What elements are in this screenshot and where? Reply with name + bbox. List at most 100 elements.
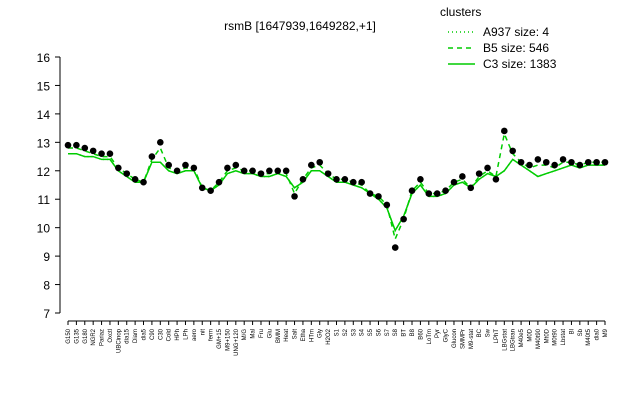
- cluster-line: [68, 152, 605, 233]
- legend-label: A937 size: 4: [483, 25, 549, 39]
- x-tick-label: dia5: [142, 328, 148, 340]
- x-tick-label: UNG+120: [234, 328, 240, 356]
- x-tick-label: C30: [158, 328, 164, 340]
- x-tick-label: M40e5: [519, 328, 525, 347]
- data-point: [198, 184, 206, 192]
- data-point: [425, 190, 433, 197]
- data-point: [450, 178, 458, 186]
- x-tick-label: Mal: [251, 329, 257, 339]
- x-tick-label: G135: [74, 328, 80, 343]
- data-point: [249, 167, 256, 175]
- data-point: [433, 190, 441, 197]
- data-point: [475, 170, 483, 177]
- data-point: [266, 167, 273, 175]
- data-point: [492, 176, 500, 183]
- data-point: [148, 153, 156, 160]
- data-point: [601, 158, 609, 166]
- x-tick-label: M9: [603, 328, 609, 337]
- x-tick-label: Sw: [486, 328, 492, 337]
- data-point: [551, 161, 558, 169]
- x-tick-label: M0D: [527, 328, 533, 341]
- data-point: [274, 167, 282, 175]
- data-point: [417, 176, 424, 183]
- data-point: [81, 144, 89, 152]
- data-point: [115, 164, 122, 172]
- x-tick-label: aero: [192, 328, 198, 341]
- x-tick-label: M40t90: [536, 328, 542, 349]
- x-tick-label: Glucon: [452, 329, 458, 348]
- data-point: [190, 164, 198, 172]
- x-tick-label: M9-stat: [469, 329, 475, 349]
- y-tick-label: 8: [43, 279, 50, 293]
- data-point: [316, 158, 324, 166]
- data-point: [106, 150, 114, 158]
- data-point: [517, 158, 525, 166]
- data-point: [224, 164, 231, 172]
- y-tick-label: 11: [38, 193, 51, 207]
- x-tick-label: Gly: [318, 329, 324, 338]
- y-tick-label: 7: [43, 307, 50, 321]
- data-point: [98, 150, 105, 158]
- x-tick-label: Fru: [259, 329, 265, 338]
- data-point: [467, 184, 475, 192]
- x-tick-label: S6: [376, 328, 382, 336]
- data-point: [140, 178, 147, 186]
- x-tick-label: Lbstat: [561, 329, 567, 346]
- x-tick-label: S7: [385, 328, 391, 336]
- data-point: [291, 193, 298, 200]
- data-point: [232, 161, 240, 169]
- x-tick-label: HTm: [309, 329, 315, 342]
- data-point: [542, 158, 550, 166]
- data-point: [207, 187, 214, 194]
- data-point: [375, 193, 382, 200]
- data-point: [64, 141, 72, 149]
- x-tick-label: NGR2: [91, 328, 97, 345]
- x-tick-label: UBCinop: [116, 328, 122, 353]
- x-tick-label: LoTm: [427, 329, 433, 344]
- x-tick-label: Pyr: [435, 329, 441, 338]
- data-point: [593, 158, 600, 166]
- cluster-line: [68, 152, 605, 233]
- x-tick-label: S3: [351, 328, 357, 336]
- x-tick-label: Oxctl: [108, 329, 114, 343]
- x-tick-label: S5: [368, 328, 374, 336]
- data-point: [358, 178, 365, 186]
- x-tick-label: G180: [83, 328, 89, 343]
- data-point: [509, 147, 517, 155]
- x-tick-label: S4: [360, 328, 366, 336]
- chart-title: rsmB [1647939,1649282,+1]: [224, 19, 376, 33]
- x-tick-label: ferm: [209, 329, 215, 341]
- x-tick-label: GM+15: [217, 328, 223, 349]
- y-tick-label: 13: [37, 136, 51, 150]
- data-point: [341, 176, 349, 183]
- data-point: [501, 127, 508, 135]
- x-tick-label: Etha: [301, 328, 307, 341]
- data-point: [568, 158, 575, 166]
- x-tick-label: BT: [402, 329, 408, 337]
- data-point: [559, 156, 567, 163]
- x-tick-label: nit: [200, 329, 206, 336]
- x-tick-label: S1: [335, 328, 341, 336]
- x-tick-label: M0t90: [553, 328, 559, 345]
- data-point: [324, 170, 332, 177]
- data-point: [408, 187, 416, 194]
- x-tick-label: LPhT: [494, 329, 500, 344]
- data-point: [182, 161, 189, 169]
- data-point: [584, 158, 592, 166]
- x-tick-label: S2: [343, 328, 349, 336]
- x-tick-label: GlyC: [444, 328, 450, 342]
- data-point: [534, 156, 542, 163]
- y-tick-label: 14: [37, 108, 51, 122]
- data-point: [215, 178, 223, 186]
- x-tick-label: B8: [410, 328, 416, 336]
- x-tick-label: BMM: [276, 329, 282, 343]
- x-tick-label: Diam: [133, 329, 139, 343]
- data-point: [131, 176, 139, 183]
- x-tick-label: SMMPr: [460, 329, 466, 349]
- x-tick-label: Bl: [569, 329, 575, 334]
- x-tick-label: Mt0D: [544, 328, 550, 343]
- data-point: [383, 201, 391, 209]
- y-tick-label: 15: [37, 79, 51, 93]
- data-point: [349, 178, 357, 186]
